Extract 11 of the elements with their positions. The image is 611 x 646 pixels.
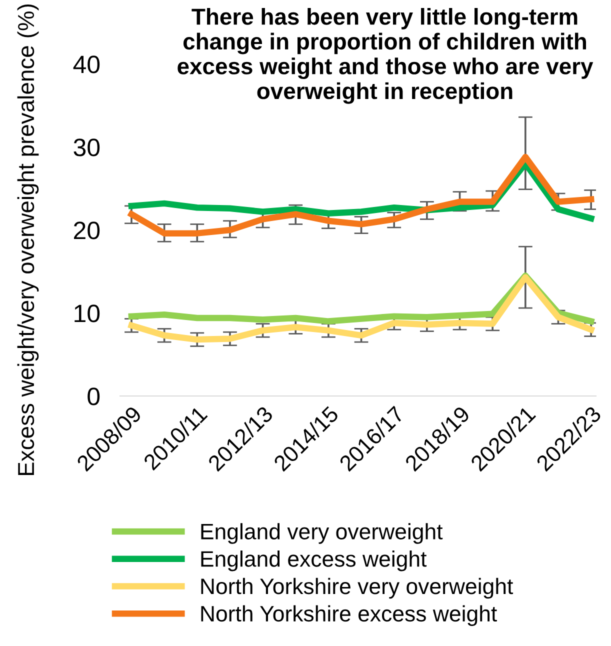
- y-tick-label: 10: [74, 304, 100, 322]
- legend-label: North Yorkshire excess weight: [201, 605, 497, 626]
- y-axis-title: Excess weight/very overweight prevalence (%): [17, 4, 39, 476]
- chart-title: There has been very little long-term change in proportion of children with excess weight and those who are very overweight in reception: [178, 8, 594, 104]
- y-tick-label: 0: [88, 388, 100, 406]
- legend-label: England very overweight: [201, 523, 443, 544]
- y-tick-label: 40: [73, 56, 100, 74]
- y-tick-label: 20: [74, 222, 100, 240]
- legend-label: North Yorkshire very overweight: [201, 578, 514, 599]
- legend-label: England excess weight: [201, 550, 427, 572]
- y-tick-label: 30: [74, 138, 100, 156]
